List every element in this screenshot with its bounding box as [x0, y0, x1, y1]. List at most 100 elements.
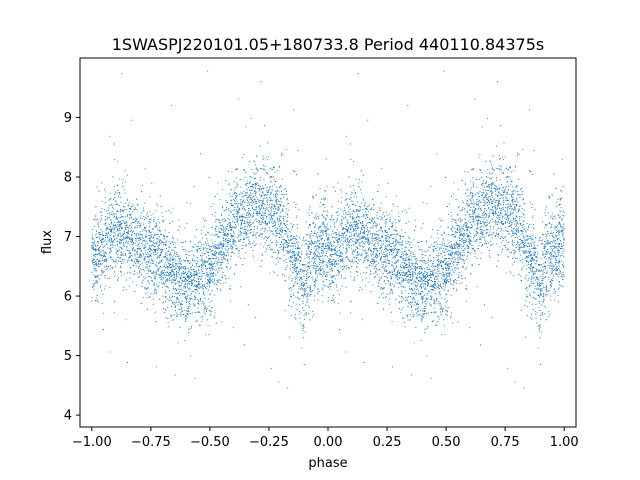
- data-point: [109, 252, 111, 254]
- data-point: [397, 241, 399, 243]
- data-point: [142, 296, 144, 298]
- data-point: [318, 272, 320, 274]
- data-point: [159, 273, 161, 275]
- data-point: [353, 234, 355, 236]
- data-point: [143, 216, 145, 218]
- data-point: [251, 229, 253, 231]
- data-point: [512, 219, 514, 221]
- data-point: [224, 258, 226, 260]
- data-point: [137, 221, 139, 223]
- data-point: [337, 200, 339, 203]
- data-point: [527, 238, 529, 240]
- data-point: [412, 273, 414, 275]
- data-point: [202, 318, 204, 320]
- data-point: [422, 223, 424, 225]
- data-point: [178, 284, 180, 286]
- data-point: [99, 284, 102, 286]
- data-point: [349, 235, 351, 237]
- data-point: [441, 274, 443, 276]
- data-point: [488, 207, 490, 209]
- data-point: [179, 327, 181, 329]
- data-point: [202, 301, 204, 303]
- data-point: [290, 294, 292, 296]
- data-point: [180, 275, 182, 277]
- data-point: [108, 277, 111, 279]
- data-point: [553, 251, 555, 253]
- data-point: [555, 263, 557, 265]
- chart-title: 1SWASPJ220101.05+180733.8 Period 440110.…: [112, 35, 544, 54]
- data-point: [533, 273, 535, 276]
- data-point: [404, 246, 406, 248]
- data-point: [424, 282, 426, 284]
- data-point: [287, 265, 289, 267]
- data-point: [161, 269, 164, 271]
- data-point: [237, 212, 239, 214]
- data-point: [375, 226, 377, 228]
- data-point: [545, 286, 547, 288]
- data-point: [250, 219, 252, 221]
- data-point: [276, 274, 279, 276]
- data-point: [117, 189, 119, 191]
- data-point: [333, 258, 335, 261]
- data-point: [159, 260, 161, 262]
- data-point: [196, 289, 199, 292]
- data-point: [396, 276, 399, 278]
- data-point: [494, 235, 496, 238]
- data-point: [495, 220, 497, 223]
- data-point: [345, 235, 347, 237]
- data-point: [551, 241, 553, 243]
- data-point: [144, 257, 146, 259]
- data-point: [392, 221, 394, 223]
- data-point: [196, 246, 198, 248]
- data-point: [219, 254, 221, 256]
- data-point: [315, 250, 317, 252]
- data-point: [202, 265, 204, 267]
- data-point: [135, 240, 137, 242]
- data-point: [196, 270, 198, 272]
- data-point: [97, 236, 99, 238]
- data-point: [160, 242, 162, 244]
- data-point: [156, 233, 158, 235]
- data-point: [517, 226, 519, 228]
- data-point: [491, 209, 493, 211]
- data-point: [560, 206, 562, 208]
- data-point: [421, 283, 423, 286]
- data-point: [455, 222, 457, 224]
- data-point: [111, 227, 113, 229]
- data-point: [230, 211, 232, 213]
- data-point: [176, 293, 178, 295]
- data-point: [157, 229, 159, 231]
- data-point: [385, 276, 387, 278]
- data-point: [138, 222, 140, 224]
- data-point: [227, 233, 229, 235]
- data-point: [468, 243, 470, 245]
- data-point: [414, 257, 416, 260]
- data-point: [328, 238, 330, 240]
- data-point: [291, 238, 293, 240]
- data-point: [238, 250, 240, 252]
- data-point: [547, 264, 549, 267]
- data-point: [160, 276, 162, 278]
- data-point: [301, 347, 303, 349]
- data-point: [252, 214, 254, 216]
- data-point: [402, 247, 404, 250]
- data-point: [127, 272, 129, 274]
- data-point: [416, 262, 418, 264]
- data-point: [340, 235, 342, 237]
- data-point: [271, 218, 273, 220]
- data-point: [227, 235, 229, 237]
- data-point: [322, 251, 324, 253]
- data-point: [266, 172, 268, 175]
- data-point: [271, 248, 273, 250]
- data-point: [471, 248, 473, 250]
- data-point: [277, 261, 279, 263]
- data-point: [273, 271, 275, 273]
- data-point: [451, 225, 453, 227]
- data-point: [488, 183, 490, 185]
- data-point: [445, 245, 448, 247]
- data-point: [272, 221, 274, 223]
- data-point: [227, 239, 230, 242]
- data-point: [550, 217, 552, 219]
- data-point: [205, 233, 207, 235]
- data-point: [202, 254, 204, 256]
